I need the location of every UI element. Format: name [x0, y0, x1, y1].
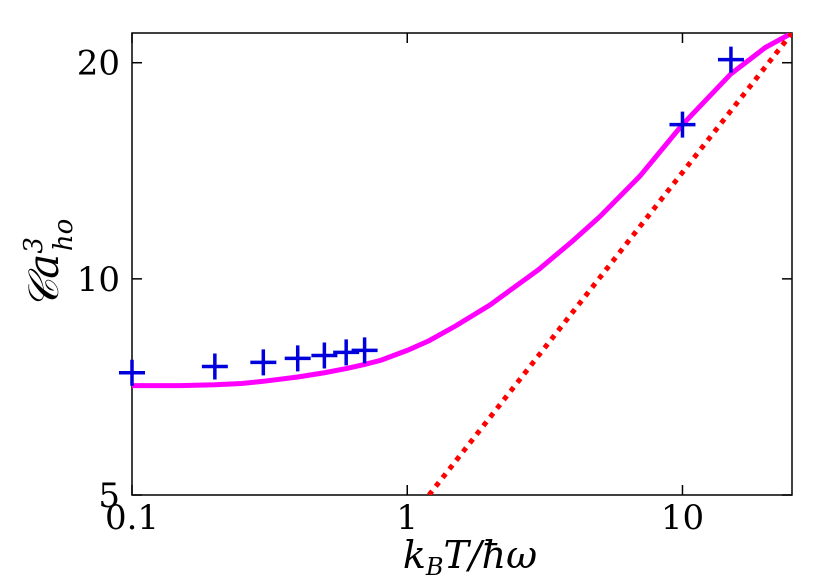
axis-ticks [131, 33, 792, 496]
axis-tick-labels: 0.1 1 10 5 10 20 [77, 44, 704, 538]
data-point [669, 111, 696, 138]
y-tick-label: 20 [77, 44, 120, 84]
y-axis-label: 𝒞a3ho [19, 219, 79, 310]
data-point [351, 337, 378, 364]
plot-area-frame [131, 32, 793, 496]
x-tick-label: 10 [661, 498, 704, 538]
x-tick-label: 0.1 [105, 498, 159, 538]
x-tick-label: 1 [396, 498, 418, 538]
series-layer [119, 33, 792, 495]
series-markers-blue [119, 46, 744, 386]
data-point [717, 46, 744, 73]
data-point [284, 345, 311, 372]
series-line-red-dotted [427, 33, 792, 495]
x-axis-label: kBT/ħω [403, 533, 537, 581]
data-point [250, 349, 277, 376]
data-point [311, 342, 338, 369]
series-line-magenta [132, 33, 792, 389]
svg-text:𝒞a3ho: 𝒞a3ho [19, 219, 79, 310]
data-point [333, 339, 360, 366]
data-point [119, 359, 145, 386]
data-point [201, 353, 228, 380]
y-tick-label: 5 [98, 476, 120, 516]
y-tick-label: 10 [77, 260, 120, 300]
svg-text:kBT/ħω: kBT/ħω [403, 533, 537, 581]
